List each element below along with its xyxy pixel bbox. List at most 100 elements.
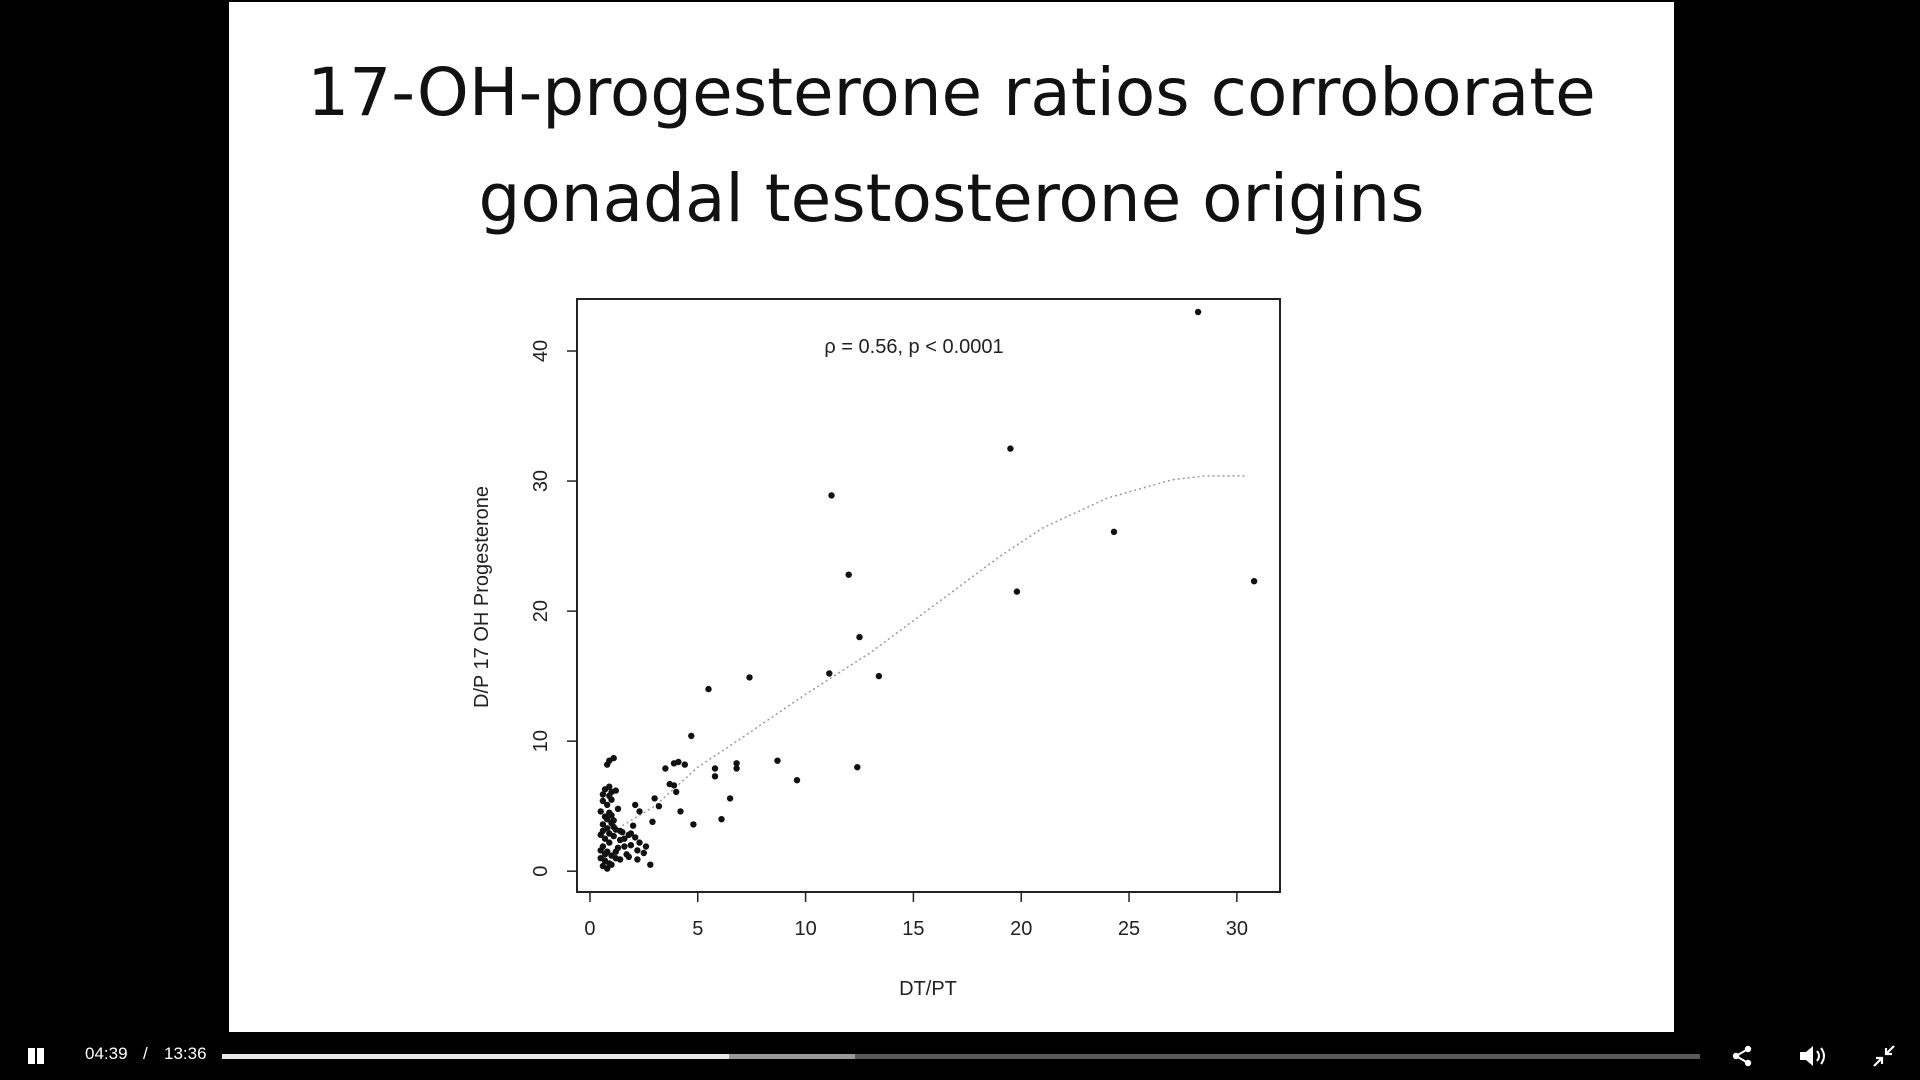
slide: 17-OH-progesterone ratios corroborate go… [229, 2, 1674, 1032]
x-tick-label: 10 [794, 918, 816, 940]
trend-line [621, 475, 1248, 827]
exit-fullscreen-button[interactable] [1864, 1032, 1904, 1080]
data-point [705, 685, 712, 693]
y-tick-label: 30 [530, 470, 552, 492]
data-point [733, 760, 740, 767]
data-point [670, 782, 678, 789]
data-point [601, 835, 609, 842]
data-point [1007, 445, 1014, 452]
data-point [599, 827, 607, 835]
data-point [662, 765, 669, 772]
data-point [599, 797, 607, 805]
data-point [604, 801, 611, 809]
data-point [711, 773, 719, 780]
data-point [828, 492, 835, 499]
data-point [711, 765, 719, 772]
data-point [621, 835, 628, 842]
data-point [632, 801, 639, 809]
share-button[interactable] [1722, 1032, 1762, 1080]
data-point [718, 816, 725, 823]
data-point [616, 856, 624, 863]
pause-button[interactable] [18, 1032, 54, 1080]
y-axis-label: D/P 17 OH Progesterone [471, 486, 493, 708]
data-point [647, 861, 654, 868]
data-point [612, 787, 619, 794]
data-point [774, 757, 781, 764]
data-point [627, 830, 635, 837]
pause-icon [28, 1048, 44, 1064]
data-point [1250, 578, 1258, 585]
data-point [651, 795, 658, 802]
data-point [606, 839, 613, 846]
data-point [640, 849, 647, 857]
data-point [726, 795, 734, 802]
progress-played [222, 1054, 729, 1059]
slide-title: 17-OH-progesterone ratios corroborate go… [229, 40, 1674, 252]
share-icon [1732, 1045, 1752, 1067]
data-point [606, 792, 613, 799]
data-point [608, 861, 615, 868]
y-tick-label: 20 [530, 600, 552, 622]
data-point [655, 803, 663, 810]
x-tick-label: 5 [692, 918, 703, 940]
progress-bar[interactable] [222, 1054, 1700, 1059]
x-tick-label: 20 [1010, 918, 1032, 940]
data-point [604, 761, 611, 768]
data-point [629, 822, 637, 829]
data-point [604, 816, 611, 823]
data-point [681, 761, 688, 768]
data-point [606, 830, 613, 837]
data-point [649, 818, 656, 825]
data-point [621, 843, 628, 850]
y-tick-label: 40 [530, 340, 552, 362]
data-point [597, 808, 604, 815]
data-point [1110, 528, 1118, 535]
data-point [688, 732, 695, 740]
data-point [746, 674, 753, 681]
data-point [636, 808, 643, 815]
data-point [599, 791, 607, 798]
data-point [793, 777, 801, 784]
exit-fullscreen-icon [1873, 1045, 1895, 1067]
data-point [690, 821, 697, 828]
data-point [599, 821, 607, 828]
data-point [1194, 308, 1202, 316]
data-point [634, 847, 641, 854]
time-separator: / [143, 1044, 148, 1063]
data-point [1013, 588, 1021, 595]
data-point [673, 788, 680, 796]
slide-title-line1: 17-OH-progesterone ratios corroborate [307, 54, 1596, 131]
data-point [675, 758, 682, 766]
scatter-chart: 0 5 10 15 20 25 30 0 10 20 30 40 ρ = 0.56, p < 0.0… [471, 298, 1281, 1000]
data-point [597, 847, 604, 854]
total-duration: 13:36 [164, 1044, 207, 1063]
chart-annotation: ρ = 0.56, p < 0.0001 [824, 336, 1003, 358]
data-point [845, 571, 852, 578]
data-point [634, 856, 641, 863]
data-point [608, 812, 615, 819]
data-point [612, 848, 619, 855]
x-axis-label: DT/PT [899, 978, 957, 1000]
data-point [614, 805, 622, 812]
data-point [677, 808, 684, 815]
data-point [875, 672, 883, 680]
x-tick-label: 25 [1118, 918, 1140, 940]
data-point [642, 843, 650, 850]
volume-icon [1800, 1046, 1825, 1066]
x-tick-label: 15 [902, 918, 924, 940]
data-point [632, 834, 639, 841]
slide-title-line2: gonadal testosterone origins [478, 160, 1425, 237]
plot-frame [576, 298, 1281, 893]
data-point [606, 783, 613, 790]
data-point [616, 827, 624, 835]
volume-button[interactable] [1791, 1032, 1837, 1080]
x-tick-label: 30 [1226, 918, 1248, 940]
y-tick-label: 10 [530, 730, 552, 752]
data-point [610, 754, 617, 762]
data-point [636, 839, 643, 846]
data-point [625, 853, 632, 861]
current-time: 04:39 [85, 1044, 128, 1063]
data-point [854, 764, 861, 771]
data-point [856, 633, 863, 641]
data-point [826, 670, 833, 677]
